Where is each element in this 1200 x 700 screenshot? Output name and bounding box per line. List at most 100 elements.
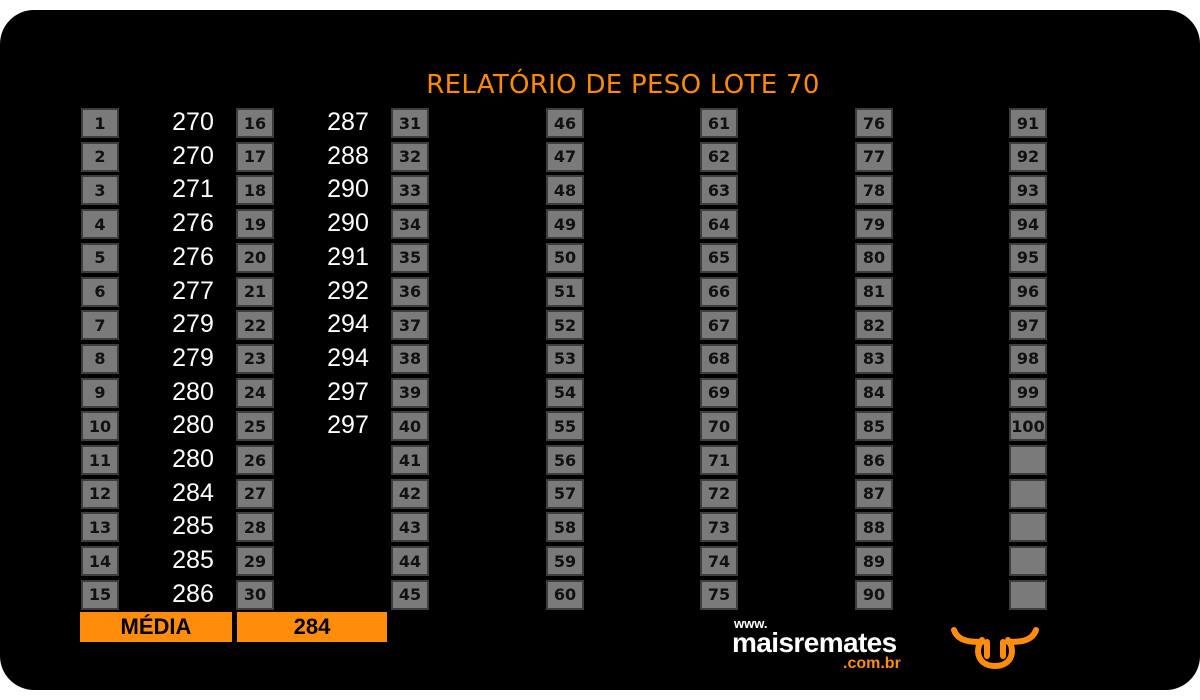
entry-number-7: 7 — [81, 310, 119, 341]
entry-number-34: 34 — [391, 209, 429, 240]
entry-number-90: 90 — [855, 579, 893, 610]
entry-number-10: 10 — [81, 411, 119, 442]
entry-number-76: 76 — [855, 108, 893, 138]
entry-number-78: 78 — [855, 175, 893, 206]
entry-number-16: 16 — [236, 108, 274, 138]
entry-weight-15: 286 — [172, 579, 214, 608]
entry-number-68: 68 — [700, 343, 738, 374]
entry-number-35: 35 — [391, 242, 429, 273]
entry-number-13: 13 — [81, 512, 119, 543]
entry-number-43: 43 — [391, 512, 429, 543]
entry-number-46: 46 — [546, 108, 584, 138]
entry-number-11: 11 — [81, 445, 119, 475]
entry-number-59: 59 — [546, 546, 584, 577]
entry-number-29: 29 — [236, 546, 274, 577]
entry-number-96: 96 — [1009, 276, 1047, 307]
entry-number-38: 38 — [391, 343, 429, 374]
entry-number-9: 9 — [81, 377, 119, 408]
entry-number-30: 30 — [236, 579, 274, 610]
entry-number-47: 47 — [546, 141, 584, 172]
entry-number-79: 79 — [855, 209, 893, 240]
empty-cell — [1009, 579, 1047, 610]
entry-number-60: 60 — [546, 579, 584, 610]
entry-number-18: 18 — [236, 175, 274, 206]
entry-weight-22: 294 — [327, 310, 369, 339]
entry-number-27: 27 — [236, 478, 274, 509]
entry-weight-8: 279 — [172, 343, 214, 372]
entry-number-52: 52 — [546, 310, 584, 341]
entry-number-2: 2 — [81, 141, 119, 172]
entry-weight-23: 294 — [327, 343, 369, 372]
entry-number-87: 87 — [855, 478, 893, 509]
entry-number-24: 24 — [236, 377, 274, 408]
entry-number-17: 17 — [236, 141, 274, 172]
entry-number-56: 56 — [546, 445, 584, 475]
entry-weight-11: 280 — [172, 445, 214, 473]
entry-number-72: 72 — [700, 478, 738, 509]
entry-number-21: 21 — [236, 276, 274, 307]
entry-weight-12: 284 — [172, 478, 214, 507]
entry-weight-7: 279 — [172, 310, 214, 339]
bull-head-icon — [951, 627, 1039, 669]
entry-number-74: 74 — [700, 546, 738, 577]
entry-number-5: 5 — [81, 242, 119, 273]
entry-number-57: 57 — [546, 478, 584, 509]
entry-weight-21: 292 — [327, 276, 369, 305]
entry-number-94: 94 — [1009, 209, 1047, 240]
entry-number-20: 20 — [236, 242, 274, 273]
entry-number-67: 67 — [700, 310, 738, 341]
entry-number-48: 48 — [546, 175, 584, 206]
entry-number-80: 80 — [855, 242, 893, 273]
entry-number-71: 71 — [700, 445, 738, 475]
entry-number-92: 92 — [1009, 141, 1047, 172]
report-title: RELATÓRIO DE PESO LOTE 70 — [426, 70, 820, 100]
entry-number-44: 44 — [391, 546, 429, 577]
entry-number-1: 1 — [81, 108, 119, 138]
entry-number-8: 8 — [81, 343, 119, 374]
entry-number-6: 6 — [81, 276, 119, 307]
entry-number-88: 88 — [855, 512, 893, 543]
entry-weight-13: 285 — [172, 512, 214, 541]
entry-number-26: 26 — [236, 445, 274, 475]
entry-number-93: 93 — [1009, 175, 1047, 206]
entry-number-62: 62 — [700, 141, 738, 172]
entry-number-50: 50 — [546, 242, 584, 273]
entry-number-82: 82 — [855, 310, 893, 341]
entry-number-75: 75 — [700, 579, 738, 610]
entry-number-65: 65 — [700, 242, 738, 273]
entry-weight-17: 288 — [327, 141, 369, 170]
entry-number-39: 39 — [391, 377, 429, 408]
entry-number-23: 23 — [236, 343, 274, 374]
entry-number-85: 85 — [855, 411, 893, 442]
entry-number-100: 100 — [1009, 411, 1047, 442]
entry-number-86: 86 — [855, 445, 893, 475]
entry-number-97: 97 — [1009, 310, 1047, 341]
entry-number-63: 63 — [700, 175, 738, 206]
entry-number-83: 83 — [855, 343, 893, 374]
entry-number-22: 22 — [236, 310, 274, 341]
entry-number-58: 58 — [546, 512, 584, 543]
entry-weight-3: 271 — [172, 175, 214, 204]
entry-number-25: 25 — [236, 411, 274, 442]
entry-number-61: 61 — [700, 108, 738, 138]
entry-number-14: 14 — [81, 546, 119, 577]
average-label: MÉDIA — [80, 612, 232, 642]
entry-weight-10: 280 — [172, 411, 214, 440]
entry-weight-18: 290 — [327, 175, 369, 204]
brand-prefix: www. — [734, 616, 768, 631]
report-panel — [0, 10, 1200, 690]
entry-number-4: 4 — [81, 209, 119, 240]
entry-number-37: 37 — [391, 310, 429, 341]
empty-cell — [1009, 512, 1047, 543]
entry-number-33: 33 — [391, 175, 429, 206]
entry-number-31: 31 — [391, 108, 429, 138]
entry-number-91: 91 — [1009, 108, 1047, 138]
entry-weight-20: 291 — [327, 242, 369, 271]
entry-number-28: 28 — [236, 512, 274, 543]
entry-number-73: 73 — [700, 512, 738, 543]
empty-cell — [1009, 445, 1047, 475]
entry-number-12: 12 — [81, 478, 119, 509]
entry-weight-14: 285 — [172, 546, 214, 575]
entry-number-66: 66 — [700, 276, 738, 307]
